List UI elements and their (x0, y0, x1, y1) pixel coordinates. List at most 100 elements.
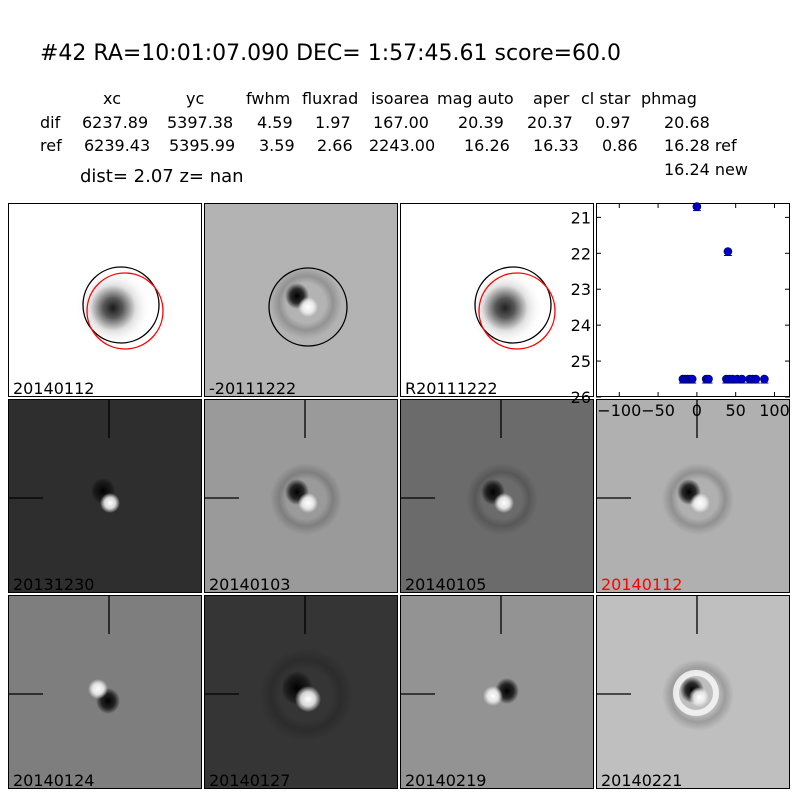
column-header: cl star (581, 89, 631, 108)
stamp-label: 20140124 (13, 771, 95, 789)
magnitude-scatter: 21 22 23 24 25 26 −100 −50 0 50 100 (571, 202, 790, 420)
row-label: ref (40, 136, 62, 155)
column-header: xc (103, 89, 121, 108)
stamp-label: 20140127 (209, 771, 291, 789)
data-point (751, 374, 761, 384)
ref-aperture-circle (86, 272, 164, 350)
stamp-label: 20140221 (601, 771, 683, 789)
y-tick-label: 22 (571, 244, 591, 263)
data-point (760, 374, 769, 384)
cell-value: 16.33 (533, 136, 579, 155)
cell-value: 2.66 (317, 136, 353, 155)
cell-value: 4.59 (257, 113, 293, 132)
cell-value: 20.39 (458, 113, 504, 132)
column-header: mag auto (437, 89, 514, 108)
stamp-image (401, 596, 593, 788)
cell-value: 167.00 (373, 113, 429, 132)
stamp-label: 20140112 (601, 575, 683, 593)
stamp-panel: 20140112 (8, 203, 202, 397)
x-tick-label: −100 (597, 401, 641, 420)
y-tick-label: 24 (571, 316, 591, 335)
y-tick-label: 26 (571, 388, 591, 407)
bright-ring (673, 670, 719, 716)
row-label: dif (40, 113, 61, 132)
data-point (723, 247, 733, 256)
stamp-label: 20140112 (13, 379, 95, 397)
positive-lobe (494, 493, 514, 513)
positive-lobe (298, 493, 318, 513)
stamp-label: 20140105 (405, 575, 487, 593)
cell-value: 3.59 (259, 136, 295, 155)
dist-line: dist= 2.07 z= nan (80, 166, 244, 187)
column-header: fwhm (246, 89, 291, 108)
stamp-image (597, 400, 789, 592)
stamp-label: 20131230 (13, 575, 95, 593)
stamp-image (401, 400, 593, 592)
stamp-panel: 20140221 (596, 595, 790, 789)
candidate-title: #42 RA=10:01:07.090 DEC= 1:57:45.61 scor… (40, 41, 622, 66)
cell-value: 6239.43 (84, 136, 151, 155)
aperture-circle (82, 266, 160, 344)
stamp-panel: R20111222 (400, 203, 594, 397)
stamp-panel: 20131230 (8, 399, 202, 593)
x-tick-label: 50 (726, 401, 746, 420)
cell-value: 16.26 (464, 136, 510, 155)
data-point (687, 374, 697, 384)
stamp-panel: -20111222 (204, 203, 398, 397)
column-header: isoarea (371, 89, 430, 108)
stamp-panel: 20140127 (204, 595, 398, 789)
stamp-image (205, 204, 397, 396)
stamp-panel: 20140112 (596, 399, 790, 593)
column-header: fluxrad (302, 89, 359, 108)
stamp-label: -20111222 (209, 379, 297, 397)
positive-lobe (88, 679, 108, 699)
cell-value: 6237.89 (82, 113, 149, 132)
ref-aperture-circle (478, 272, 556, 350)
stamp-image (9, 204, 201, 396)
x-tick-label: 0 (692, 401, 702, 420)
stamp-panel: 20140103 (204, 399, 398, 593)
source-blob (467, 270, 543, 346)
stamp-image (205, 400, 397, 592)
x-tick-label: −50 (641, 401, 675, 420)
stamp-image (401, 204, 593, 396)
stamp-image (9, 400, 201, 592)
cell-value: 2243.00 (369, 136, 436, 155)
data-point (692, 202, 702, 211)
y-tick-label: 23 (571, 280, 591, 299)
y-tick-label: 21 (571, 208, 591, 227)
data-point (704, 374, 713, 384)
stamp-label: R20111222 (405, 379, 498, 397)
aperture-circle (268, 267, 348, 347)
column-header: yc (186, 89, 205, 108)
stamp-label: 20140103 (209, 575, 291, 593)
stamp-panel: 20140219 (400, 595, 594, 789)
cell-value: 0.97 (595, 113, 631, 132)
stamp-image (597, 596, 789, 788)
cell-value: 20.37 (527, 113, 573, 132)
stamp-image (205, 596, 397, 788)
stamp-panel: 20140124 (8, 595, 202, 789)
positive-lobe (690, 493, 710, 513)
cell-value: 5395.99 (169, 136, 236, 155)
positive-lobe (100, 493, 120, 513)
column-header: phmag (641, 89, 697, 108)
x-tick-label: 100 (759, 401, 790, 420)
data-point (737, 374, 747, 384)
cell-value: 1.97 (315, 113, 351, 132)
stamp-panel: 20140105 (400, 399, 594, 593)
stamp-image (9, 596, 201, 788)
stamp-label: 20140219 (405, 771, 487, 789)
cell-value: 5397.38 (167, 113, 234, 132)
positive-lobe (295, 686, 321, 712)
positive-lobe (483, 686, 503, 706)
cell-value: 16.28 ref (664, 136, 737, 155)
column-header: aper (533, 89, 570, 108)
aperture-circle (474, 266, 552, 344)
source-blob (75, 270, 151, 346)
positive-lobe (298, 297, 318, 317)
cell-value: 0.86 (602, 136, 638, 155)
magnitude-plot: 21 22 23 24 25 26 −100 −50 0 50 100 (571, 202, 790, 420)
phmag-new: 16.24 new (664, 160, 748, 179)
plot-frame (596, 203, 790, 397)
